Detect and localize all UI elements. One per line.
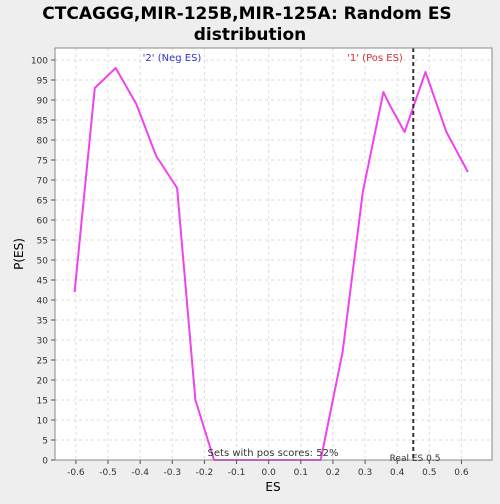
y-tick-label: 75 <box>37 157 48 167</box>
x-tick-label: -0.2 <box>196 468 214 478</box>
axis-ticks: -0.6 -0.5 -0.4 -0.3 -0.2 -0.1 0.0 0.1 0.2 0.3 0.4 0… <box>31 57 469 479</box>
y-tick-label: 95 <box>37 77 48 87</box>
y-tick-label: 20 <box>37 377 49 387</box>
y-tick-label: 55 <box>37 237 48 247</box>
x-tick-label: -0.4 <box>131 468 149 478</box>
y-axis-label: P(ES) <box>12 238 26 270</box>
y-tick-label: 15 <box>37 397 48 407</box>
x-tick-label: 0.0 <box>262 468 277 478</box>
x-tick-label: 0.2 <box>326 468 340 478</box>
x-tick-label: 0.6 <box>454 468 469 478</box>
y-tick-label: 60 <box>37 217 49 227</box>
pos-es-annotation: '1' (Pos ES) <box>347 53 403 64</box>
x-tick-label: 0.3 <box>358 468 372 478</box>
real-es-label: Real ES 0.5 <box>390 454 441 464</box>
y-tick-label: 40 <box>37 297 49 307</box>
y-tick-label: 80 <box>37 137 49 147</box>
x-tick-label: 0.5 <box>422 468 436 478</box>
chart-title-line2: distribution <box>194 25 306 45</box>
x-tick-label: -0.6 <box>67 468 85 478</box>
y-tick-label: 0 <box>42 457 48 467</box>
x-axis-label: ES <box>265 480 280 494</box>
y-tick-label: 25 <box>37 357 48 367</box>
y-tick-label: 35 <box>37 317 48 327</box>
y-tick-label: 85 <box>37 117 48 127</box>
neg-es-annotation: '2' (Neg ES) <box>143 53 202 64</box>
plot-border <box>54 47 493 461</box>
x-tick-label: -0.5 <box>99 468 117 478</box>
y-tick-label: 90 <box>37 97 49 107</box>
y-tick-label: 30 <box>37 337 49 347</box>
y-tick-label: 50 <box>37 257 49 267</box>
x-tick-label: 0.4 <box>390 468 405 478</box>
x-tick-label: -0.1 <box>228 468 246 478</box>
chart-title-line1: CTCAGGG,MIR-125B,MIR-125A: Random ES <box>42 4 451 24</box>
y-tick-label: 100 <box>31 57 48 67</box>
x-tick-label: -0.3 <box>164 468 182 478</box>
y-tick-label: 10 <box>37 417 49 427</box>
plot-area <box>55 48 492 460</box>
y-tick-label: 45 <box>37 277 48 287</box>
y-tick-label: 5 <box>42 437 48 447</box>
y-tick-label: 70 <box>37 177 49 187</box>
x-tick-label: 0.1 <box>294 468 308 478</box>
pos-scores-annotation: Sets with pos scores: 52% <box>208 448 339 459</box>
y-tick-label: 65 <box>37 197 48 207</box>
